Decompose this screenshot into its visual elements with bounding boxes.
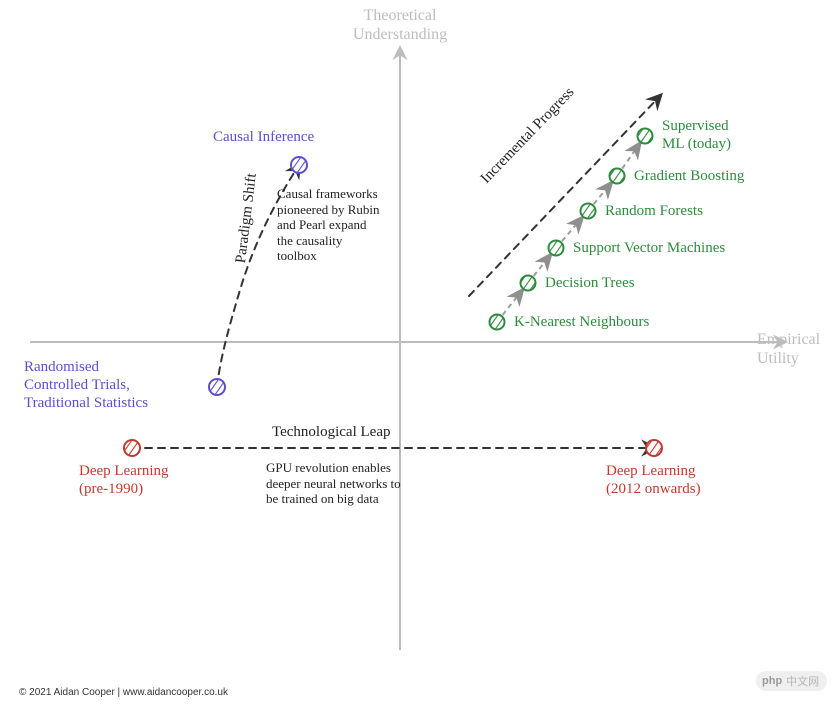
y-axis-label: Theoretical Understanding <box>335 6 465 44</box>
axes-layer <box>0 0 832 704</box>
tech-leap-title: Technological Leap <box>272 423 390 441</box>
paradigm-shift-title: Paradigm Shift <box>232 172 261 264</box>
diagram-stage: Theoretical Understanding Empirical Util… <box>0 0 832 704</box>
incremental-progress-title: Incremental Progress <box>477 84 578 188</box>
tech-leap-caption: GPU revolution enables deeper neural net… <box>266 460 401 507</box>
node-label-rf: Random Forests <box>605 202 703 220</box>
node-label-rct: Randomised Controlled Trials, Traditiona… <box>24 358 148 412</box>
node-label-gb: Gradient Boosting <box>634 167 744 185</box>
badge-right-text: 中文网 <box>786 673 819 689</box>
node-label-causal: Causal Inference <box>213 128 314 146</box>
node-label-dt: Decision Trees <box>545 274 635 292</box>
node-label-dl_pre: Deep Learning (pre-1990) <box>79 462 169 498</box>
node-label-knn: K-Nearest Neighbours <box>514 313 649 331</box>
paradigm-shift-caption: Causal frameworks pioneered by Rubin and… <box>277 186 380 264</box>
source-badge: php 中文网 <box>756 671 827 691</box>
badge-left-text: php <box>762 675 782 687</box>
x-axis-label: Empirical Utility <box>757 330 820 368</box>
copyright-footer: © 2021 Aidan Cooper | www.aidancooper.co… <box>19 687 228 698</box>
node-label-sml: Supervised ML (today) <box>662 117 731 153</box>
node-label-dl_post: Deep Learning (2012 onwards) <box>606 462 701 498</box>
node-label-svm: Support Vector Machines <box>573 239 725 257</box>
